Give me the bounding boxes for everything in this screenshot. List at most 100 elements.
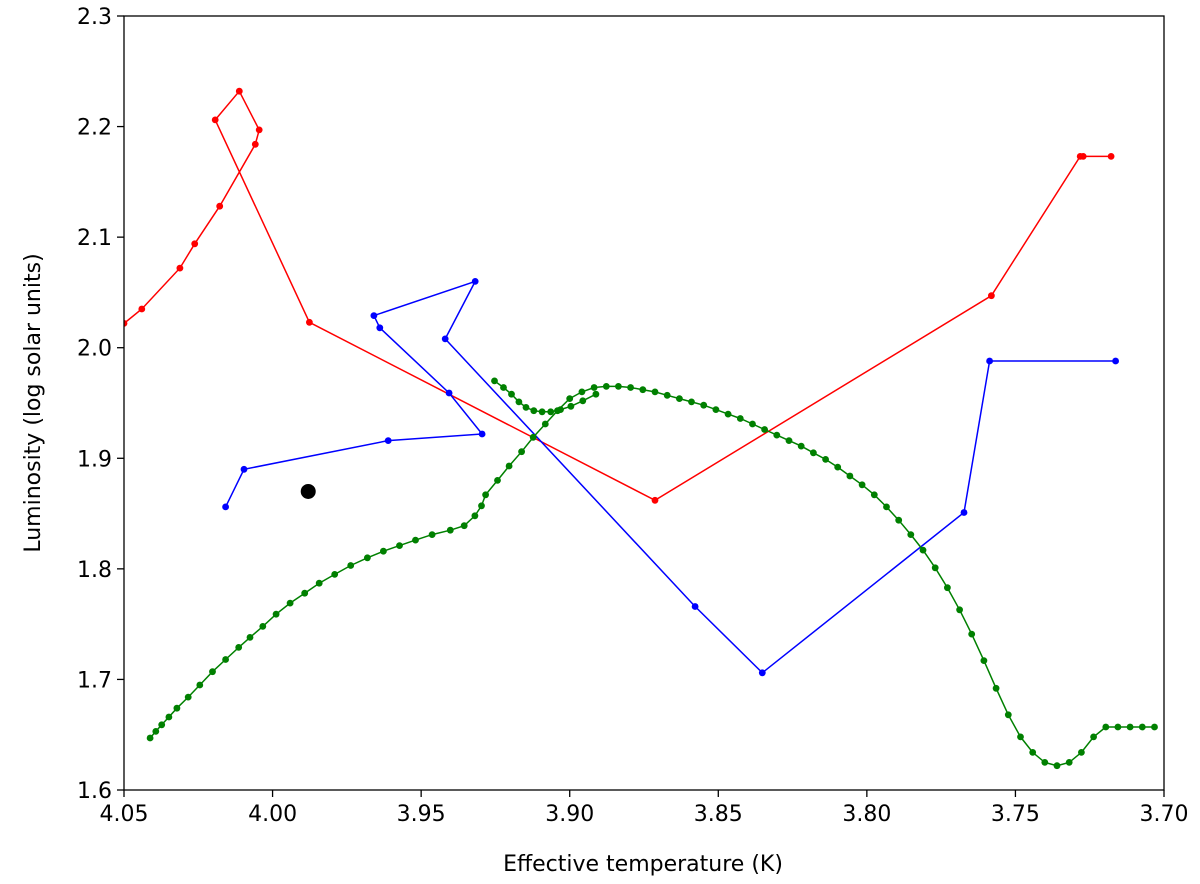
series-3-point — [931, 564, 939, 572]
series-1-point — [176, 264, 184, 272]
series-3-point — [301, 589, 309, 597]
series-3-point — [482, 491, 489, 499]
series-3-point — [639, 386, 647, 394]
series-3-point — [184, 693, 192, 701]
series-1-line — [124, 89, 1112, 502]
series-2-point — [758, 669, 766, 677]
x-tick-label: 3.80 — [842, 802, 891, 827]
x-tick-label: 3.75 — [991, 802, 1040, 827]
series-3-point — [627, 384, 634, 391]
series-1-point — [255, 126, 263, 134]
series-3-point — [1004, 711, 1012, 719]
series-3-point — [956, 606, 963, 614]
series-2-point — [240, 465, 248, 473]
series-3-point — [944, 584, 951, 592]
x-axis-label: Effective temperature (K) — [503, 852, 783, 877]
series-3-point — [992, 684, 1000, 692]
series-3-point — [822, 456, 829, 463]
series-2-point — [222, 503, 230, 511]
series-4-point — [538, 408, 546, 416]
series-3-point — [980, 657, 988, 664]
series-3-point — [235, 644, 243, 651]
series-3-point — [578, 388, 586, 396]
series-3-point — [676, 395, 683, 402]
series-3-point — [446, 526, 454, 534]
series-3-point — [152, 728, 160, 735]
series-4-point — [530, 407, 538, 415]
series-3-point — [259, 623, 267, 630]
series-3-point — [773, 431, 781, 439]
series-3-point — [518, 448, 525, 456]
series-2-point — [691, 603, 699, 610]
series-3-point — [1126, 723, 1134, 731]
x-tick-label: 3.90 — [545, 802, 594, 827]
series-4-point — [515, 398, 523, 406]
series-1-point — [211, 116, 219, 124]
series-3-point — [364, 554, 371, 562]
series-3-point — [1138, 723, 1146, 731]
series-3-point — [590, 384, 598, 391]
axes: 4.05 4.00 3.95 3.90 3.85 3.80 3.75 3.70 1.6 1.7 1.… — [77, 5, 1188, 827]
x-tick-label: 3.70 — [1140, 802, 1189, 827]
series-3-point — [173, 704, 181, 712]
series-1-point — [306, 318, 313, 326]
series-3-point — [1041, 759, 1049, 766]
series-2-point — [370, 312, 378, 319]
series-3-point — [724, 410, 732, 418]
series-4-point — [579, 397, 587, 405]
series-3-point — [412, 536, 419, 544]
y-tick-label: 2.3 — [77, 5, 112, 30]
series-3-point — [222, 656, 230, 663]
series-4-point — [491, 377, 498, 385]
series-3-point — [146, 734, 154, 742]
series-2-point — [986, 357, 993, 365]
series-3-point — [907, 531, 915, 538]
series-3-point — [1065, 759, 1073, 766]
series-3-point — [1090, 733, 1097, 741]
plot-area — [124, 87, 1158, 770]
series-2-point — [960, 509, 968, 516]
series-4-point — [500, 384, 507, 391]
y-tick-label: 1.6 — [77, 779, 112, 804]
series-2-point — [478, 430, 486, 438]
series-3-point — [615, 383, 622, 390]
series-3-point — [541, 420, 549, 428]
series-4-point — [522, 404, 530, 411]
series-3-point — [883, 503, 890, 511]
series-3-point — [1078, 749, 1085, 756]
series-1-point — [191, 240, 199, 248]
series-3-point — [736, 415, 744, 422]
series-3-point — [1102, 723, 1110, 731]
y-tick-label: 1.8 — [77, 558, 112, 583]
series-3-point — [749, 420, 756, 428]
series-3-point — [460, 522, 468, 530]
series-3-point — [858, 481, 866, 489]
series-3-point — [471, 512, 479, 520]
x-tick-label: 3.95 — [397, 802, 446, 827]
series-3-point — [1053, 762, 1061, 770]
x-tick-label: 4.00 — [248, 802, 297, 827]
y-tick-label: 2.1 — [77, 226, 112, 251]
series-3-point — [165, 713, 173, 721]
series-3-point — [331, 571, 339, 578]
series-3-point — [761, 426, 768, 433]
y-tick-label: 2.0 — [77, 337, 112, 362]
series-3-point — [566, 395, 574, 402]
series-3-point — [315, 579, 323, 587]
series-3-point — [529, 433, 537, 441]
series-3-point — [494, 477, 501, 484]
series-3-point — [919, 546, 927, 554]
series-3-point — [834, 463, 842, 471]
series-1-point — [1079, 153, 1087, 160]
star-position-marker — [300, 483, 316, 499]
series-3-point — [1029, 749, 1037, 756]
series-2-point — [441, 335, 449, 343]
series-1-point — [651, 496, 659, 504]
series-3-point — [286, 599, 294, 607]
series-3-point — [663, 391, 671, 399]
series-3-point — [347, 562, 355, 569]
series-3-point — [700, 401, 708, 409]
plot-frame — [123, 15, 1165, 791]
series-1-point — [216, 202, 224, 210]
series-1-point — [138, 305, 146, 313]
